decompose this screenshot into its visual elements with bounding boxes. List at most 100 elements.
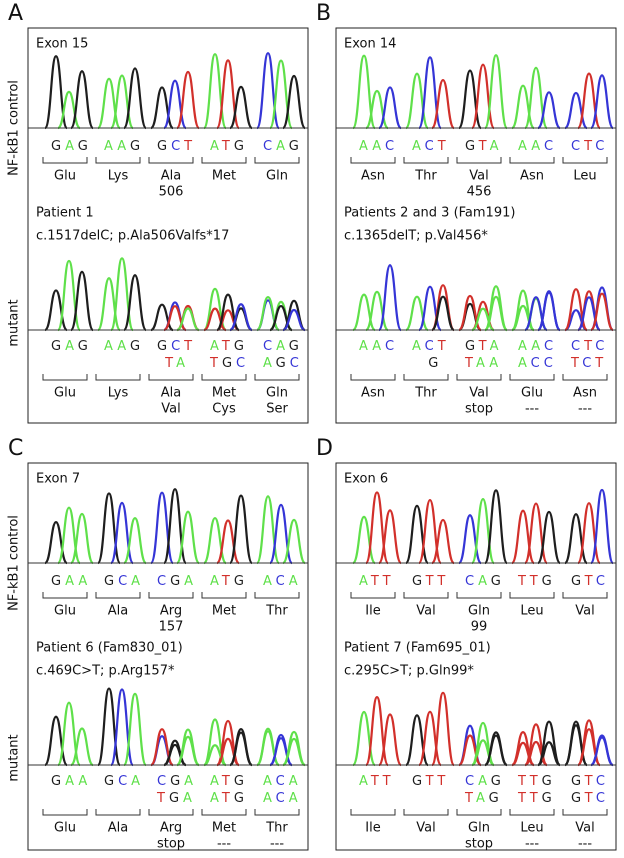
base-letter: C	[118, 574, 131, 589]
codon-bracket	[404, 809, 448, 815]
base-letter: C	[276, 791, 289, 806]
base-letter: T	[437, 139, 450, 154]
base-letter: T	[221, 339, 234, 354]
codon-bracket	[510, 592, 554, 598]
base-letter: G	[234, 791, 248, 806]
amino-acid: Ala	[161, 386, 181, 401]
amino-acid: Gln	[468, 604, 490, 619]
base-letter: C	[263, 339, 276, 354]
row-label: NF-kB1 control	[7, 515, 22, 611]
codon: GTC	[571, 774, 609, 789]
base-letter: A	[263, 574, 276, 589]
base-letter: A	[78, 574, 91, 589]
codon: ACT	[412, 139, 450, 154]
base-letter: A	[489, 356, 502, 371]
base-letter: C	[157, 774, 170, 789]
codon: GAG	[51, 139, 92, 154]
codon: CAG	[465, 774, 505, 789]
amino-acid: ---	[525, 402, 539, 417]
codon-bracket	[404, 592, 448, 598]
panel-letter: D	[316, 436, 333, 461]
base-letter: A	[478, 774, 491, 789]
codon-bracket	[43, 157, 87, 163]
base-letter: C	[425, 339, 438, 354]
amino-acid: Met	[212, 169, 236, 184]
base-letter: C	[465, 574, 478, 589]
exon-label: Exon 15	[36, 37, 88, 52]
codon: GAA	[51, 774, 91, 789]
codon: CAG	[263, 139, 303, 154]
base-letter: G	[289, 139, 303, 154]
amino-acid: Ser	[266, 402, 288, 417]
base-letter: A	[104, 139, 117, 154]
base-letter: G	[78, 139, 92, 154]
codon-bracket	[563, 374, 607, 380]
base-letter: G	[130, 139, 144, 154]
base-letter: T	[464, 791, 476, 806]
codon-bracket	[149, 374, 193, 380]
codon: GAG	[51, 339, 92, 354]
amino-acid: 99	[471, 620, 488, 635]
base-letter: G	[412, 574, 426, 589]
mutation-label: c.295C>T; p.Gln99*	[344, 664, 474, 679]
base-letter: G	[491, 574, 505, 589]
codon-bracket	[563, 157, 607, 163]
codon-bracket	[563, 809, 607, 815]
base-letter: T	[517, 574, 530, 589]
base-letter: C	[544, 139, 557, 154]
base-letter: A	[210, 791, 222, 806]
base-letter: C	[465, 774, 478, 789]
base-letter: G	[234, 774, 248, 789]
base-letter: G	[222, 356, 236, 371]
base-letter: G	[412, 774, 426, 789]
base-letter: A	[289, 574, 302, 589]
chromatogram-peak	[71, 71, 93, 128]
codon: ACA	[263, 791, 302, 806]
base-letter: A	[65, 774, 78, 789]
base-letter: G	[234, 139, 248, 154]
codon-bracket	[457, 374, 501, 380]
base-letter: T	[221, 791, 234, 806]
codon: AAC	[359, 339, 398, 354]
codon-bracket	[510, 157, 554, 163]
codon: GTT	[412, 774, 449, 789]
base-letter	[157, 356, 165, 371]
amino-acid: Glu	[54, 821, 76, 836]
base-letter: A	[276, 339, 289, 354]
amino-acid: Lys	[108, 386, 129, 401]
amino-acid: Met	[212, 386, 236, 401]
base-letter: G	[51, 574, 65, 589]
amino-acid: Met	[212, 604, 236, 619]
codon: CAG	[263, 339, 303, 354]
base-letter: G	[542, 791, 556, 806]
base-letter: G	[170, 574, 184, 589]
amino-acid: Leu	[573, 169, 596, 184]
row-label: mutant	[7, 299, 22, 346]
patient-label: Patients 2 and 3 (Fam191)	[344, 206, 515, 221]
codon: TCT	[570, 356, 607, 371]
codon-bracket	[149, 809, 193, 815]
base-letter: G	[78, 339, 92, 354]
exon-label: Exon 14	[344, 37, 396, 52]
codon: TTG	[517, 774, 556, 789]
codon: GTC	[571, 574, 609, 589]
base-letter: G	[465, 339, 479, 354]
amino-acid: Leu	[520, 604, 543, 619]
base-letter: A	[289, 791, 302, 806]
base-letter: A	[117, 139, 130, 154]
codon: GTA	[465, 139, 502, 154]
codon: AAG	[104, 139, 144, 154]
codon-bracket	[149, 157, 193, 163]
codon-bracket	[43, 592, 87, 598]
amino-acid: Val	[469, 386, 488, 401]
amino-acid: Val	[161, 402, 180, 417]
amino-acid: 506	[159, 185, 184, 200]
base-letter: T	[529, 574, 542, 589]
base-letter: T	[583, 339, 595, 354]
chromatogram-peak	[151, 729, 173, 765]
base-letter	[420, 356, 428, 371]
amino-acid: Arg	[160, 821, 182, 836]
codon: GCT	[157, 339, 196, 354]
base-letter: G	[234, 574, 248, 589]
amino-acid: Gln	[468, 821, 490, 836]
